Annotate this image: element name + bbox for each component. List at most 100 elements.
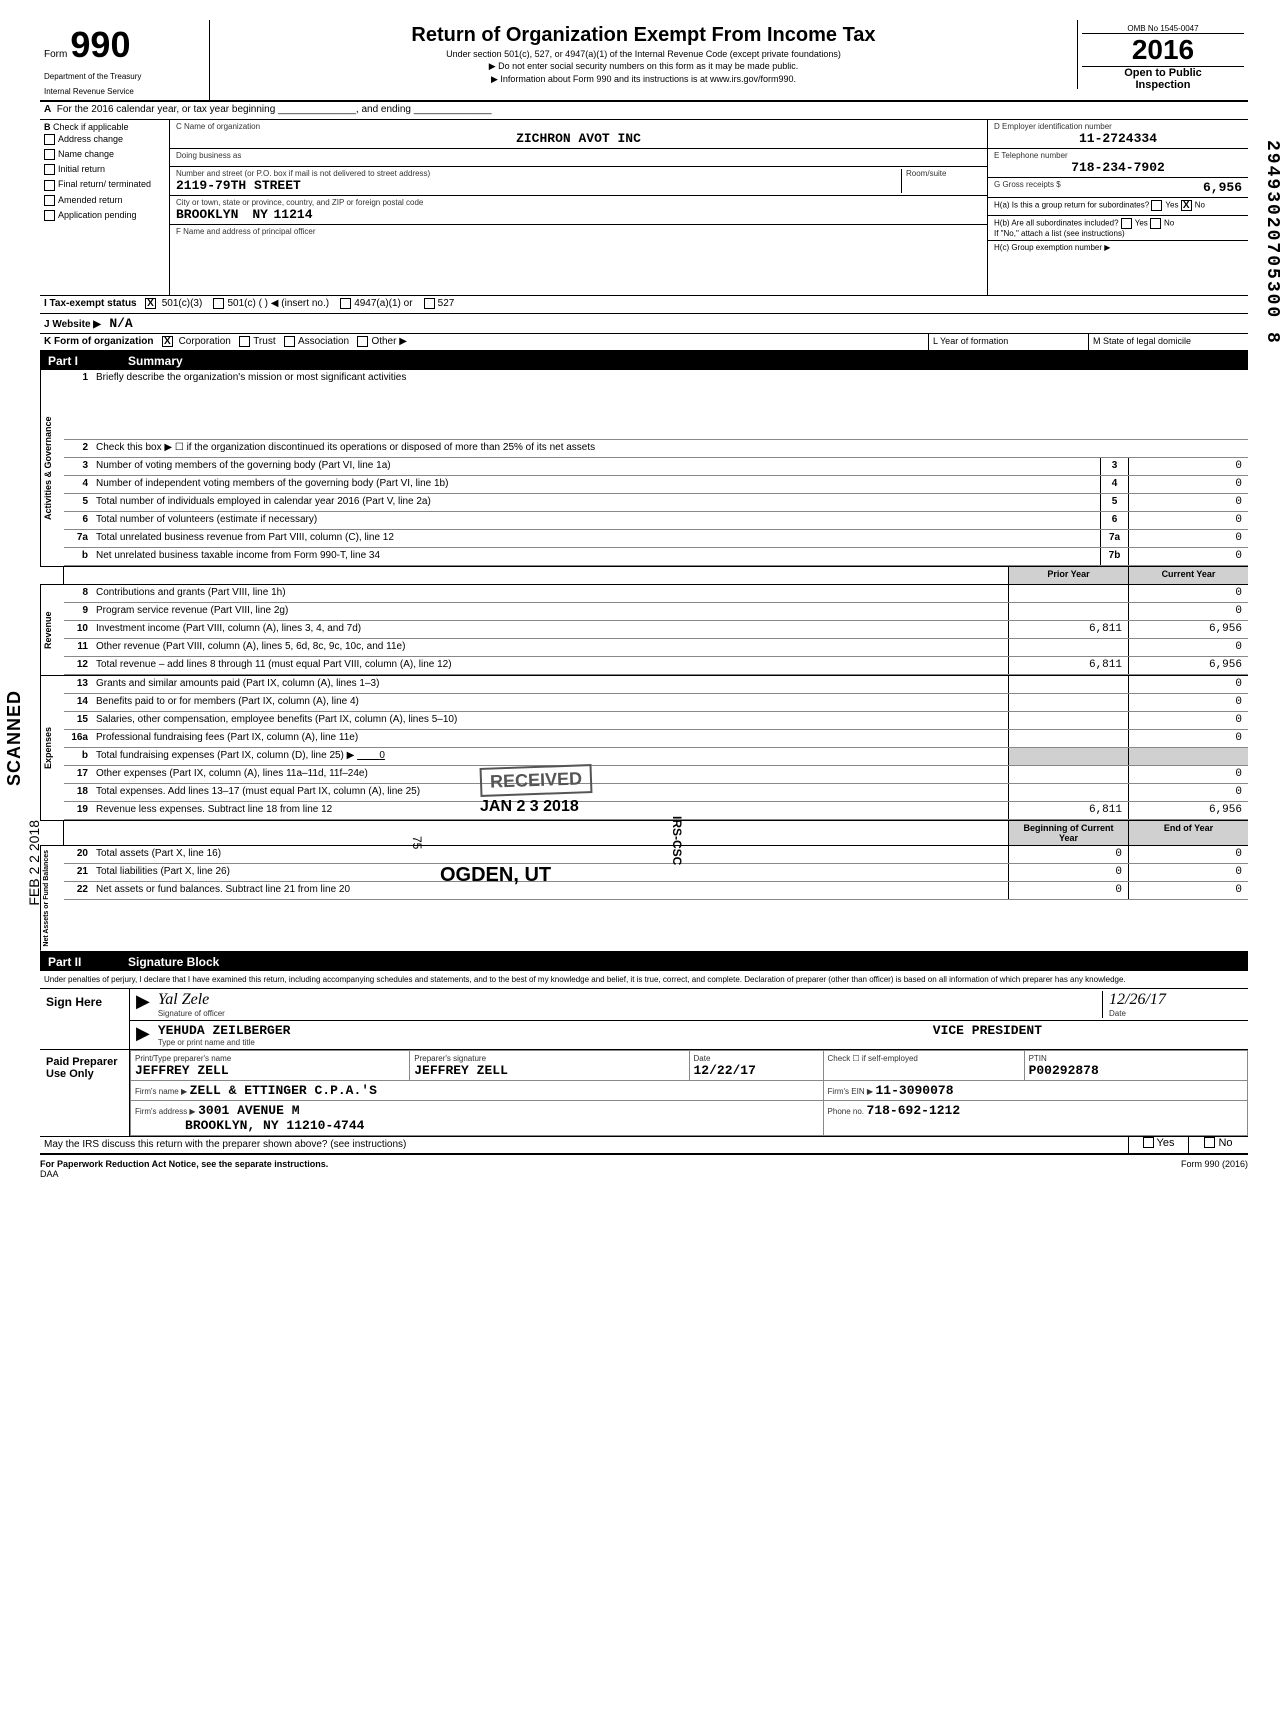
l10-text: Investment income (Part VIII, column (A)… [92,621,1008,638]
discuss-yes[interactable]: Yes [1157,1137,1175,1149]
discuss-text: May the IRS discuss this return with the… [40,1137,1128,1153]
line2-text: Check this box ▶ ☐ if the organization d… [92,440,1248,457]
ha-no-check[interactable]: X [1181,200,1192,211]
l17-curr: 0 [1128,766,1248,783]
form-word: Form [44,49,67,60]
line7a-num: 7a [1100,530,1128,547]
boy-hdr: Beginning of Current Year [1008,821,1128,845]
discuss-no[interactable]: No [1218,1137,1232,1149]
state-domicile-label: M State of legal domicile [1088,334,1248,350]
line5-val: 0 [1128,494,1248,511]
footer-right: Form 990 (2016) [1181,1159,1248,1179]
tel-label: E Telephone number [994,151,1242,160]
open-public2: Inspection [1082,79,1244,91]
dba-label: Doing business as [176,151,981,160]
prep-sig-lbl: Preparer's signature [414,1054,486,1063]
l10-curr: 6,956 [1128,621,1248,638]
firm-lbl: Firm's name ▶ [135,1087,187,1096]
line3-text: Number of voting members of the governin… [92,458,1100,475]
line7a-val: 0 [1128,530,1248,547]
street-label: Number and street (or P.O. box if mail i… [176,169,901,178]
501c3-check[interactable]: X [145,298,156,309]
l15-text: Salaries, other compensation, employee b… [92,712,1008,729]
firm-addr1: 3001 AVENUE M [198,1103,299,1118]
year-formation-label: L Year of formation [928,334,1088,350]
gross-label: G Gross receipts $ [994,180,1061,195]
signature-handwriting: Yal Zele [158,991,1102,1009]
firm-ein: 11-3090078 [876,1083,954,1098]
state: NY [252,207,268,222]
l18-prior [1008,784,1128,801]
chk-address[interactable]: Address change [58,134,123,144]
opt-corp: Corporation [179,336,231,347]
hc-label: H(c) Group exemption number ▶ [994,243,1110,252]
chk-final[interactable]: Final return/ terminated [58,179,151,189]
l19-prior: 6,811 [1008,802,1128,819]
l13-prior [1008,676,1128,693]
omb-number: OMB No 1545-0047 [1082,24,1244,34]
hb-label: H(b) Are all subordinates included? [994,219,1119,228]
part2-title: Signature Block [128,955,219,969]
corp-check[interactable]: X [162,336,173,347]
prep-name: JEFFREY ZELL [135,1063,229,1078]
part1-label: Part I [48,354,128,368]
l19-curr: 6,956 [1128,802,1248,819]
side-revenue: Revenue [40,585,64,675]
chk-initial[interactable]: Initial return [58,164,105,174]
preparer-table: Print/Type preparer's nameJEFFREY ZELL P… [130,1050,1248,1136]
ein-label: D Employer identification number [994,122,1242,131]
l21-eoy: 0 [1128,864,1248,881]
opt-trust: Trust [253,336,275,347]
l22-boy: 0 [1008,882,1128,899]
org-name: ZICHRON AVOT INC [176,131,981,146]
sig-officer-label: Signature of officer [158,1009,1102,1018]
opt-4947: 4947(a)(1) or [354,298,412,309]
l16b-val: 0 [379,750,385,761]
sig-date-hw: 12/26/17 [1109,991,1242,1009]
l21-boy: 0 [1008,864,1128,881]
l20-boy: 0 [1008,846,1128,863]
hb-note: If "No," attach a list (see instructions… [994,229,1125,238]
eoy-hdr: End of Year [1128,821,1248,845]
part2-label: Part II [48,955,128,969]
line3-num: 3 [1100,458,1128,475]
officer-name: YEHUDA ZEILBERGER [158,1023,291,1038]
line6-num: 6 [1100,512,1128,529]
l17-prior [1008,766,1128,783]
prep-date-lbl: Date [694,1054,711,1063]
ha-label: H(a) Is this a group return for subordin… [994,201,1149,210]
prep-sig: JEFFREY ZELL [414,1063,508,1078]
prior-year-hdr: Prior Year [1008,567,1128,584]
l16a-text: Professional fundraising fees (Part IX, … [92,730,1008,747]
col-b-header: Check if applicable [53,122,129,132]
l14-curr: 0 [1128,694,1248,711]
l16a-curr: 0 [1128,730,1248,747]
side-governance: Activities & Governance [40,370,64,566]
l12-prior: 6,811 [1008,657,1128,674]
part2-header: Part II Signature Block [40,953,1248,971]
received-date: JAN 2 3 2018 [480,798,579,816]
chk-name[interactable]: Name change [58,149,114,159]
current-year-hdr: Current Year [1128,567,1248,584]
page-footer: For Paperwork Reduction Act Notice, see … [40,1155,1248,1179]
room-label: Room/suite [906,169,981,178]
chk-pending[interactable]: Application pending [58,210,137,220]
form-sub3: ▶ Information about Form 990 and its ins… [218,74,1069,85]
l11-text: Other revenue (Part VIII, column (A), li… [92,639,1008,656]
row-k-label: K Form of organization [44,336,153,347]
line6-text: Total number of volunteers (estimate if … [92,512,1100,529]
l11-prior [1008,639,1128,656]
form-sub1: Under section 501(c), 527, or 4947(a)(1)… [218,49,1069,59]
ptin-lbl: PTIN [1029,1054,1047,1063]
chk-amended[interactable]: Amended return [58,195,123,205]
row-j-label: J Website ▶ [44,319,101,330]
line1-text: Briefly describe the organization's miss… [92,370,1248,439]
l12-curr: 6,956 [1128,657,1248,674]
l18-curr: 0 [1128,784,1248,801]
firm-addr2: BROOKLYN, NY 11210-4744 [185,1118,364,1133]
phone-lbl: Phone no. [828,1107,864,1116]
line6-val: 0 [1128,512,1248,529]
officer-title: VICE PRESIDENT [933,1023,1042,1038]
telephone: 718-234-7902 [994,160,1242,175]
l14-text: Benefits paid to or for members (Part IX… [92,694,1008,711]
